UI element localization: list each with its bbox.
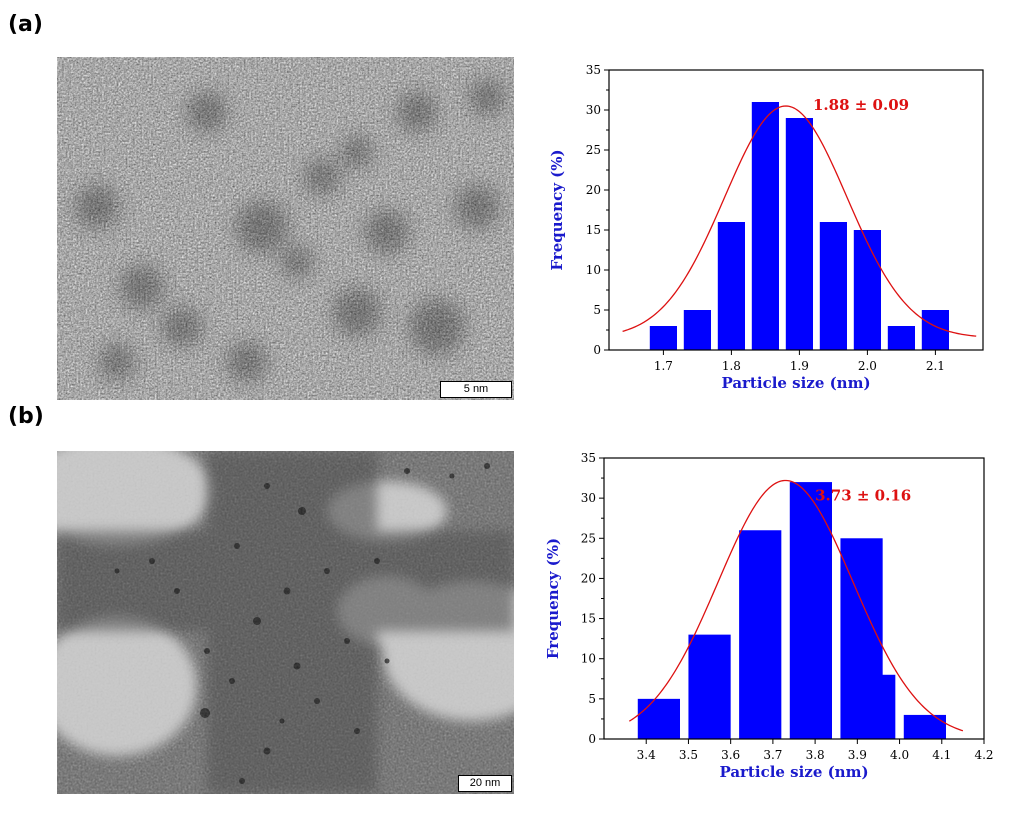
y-tick-label: 35 (586, 63, 601, 77)
x-tick-label: 3.9 (848, 748, 867, 762)
y-tick-label: 5 (588, 692, 596, 706)
tem-image-b: 20 nm (57, 451, 514, 794)
y-tick-label: 0 (593, 343, 601, 357)
histogram-chart-a: 0 5 10 15 20 25 30 35 1.7 1.8 1.9 2.0 2.1 Particle si… (540, 60, 1000, 405)
y-tick-label: 10 (581, 652, 596, 666)
y-tick-label: 30 (581, 491, 596, 505)
histogram-bar (785, 118, 813, 350)
x-tick-label: 3.7 (763, 748, 782, 762)
y-tick-label: 30 (586, 103, 601, 117)
x-tick-label: 1.8 (722, 359, 741, 373)
histogram-bar (751, 102, 779, 350)
gaussian-fit-line (628, 479, 964, 732)
histogram-svg-b: 0 5 10 15 20 25 30 35 3.4 3.5 3.6 3.7 3.8 3.9 4.0 4.1 4.… (544, 451, 994, 781)
y-tick-label: 15 (586, 223, 601, 237)
histogram-bar (903, 714, 946, 739)
histogram-bar (683, 310, 711, 350)
panel-label-a: (a) (8, 12, 43, 37)
y-tick-label: 25 (586, 143, 601, 157)
x-tick-label: 3.6 (721, 748, 740, 762)
histogram-bar (853, 674, 896, 739)
y-tick-label: 15 (581, 612, 596, 626)
x-tick-label: 4.2 (974, 748, 993, 762)
histogram-bar (789, 482, 832, 739)
x-tick-label: 2.1 (926, 359, 945, 373)
x-tick-label: 3.4 (637, 748, 656, 762)
y-tick-label: 20 (581, 571, 596, 585)
tem-image-a: 5 nm (57, 57, 514, 400)
histogram-bar (649, 326, 677, 350)
tem-micrograph-b (57, 451, 514, 794)
y-tick-label: 25 (581, 531, 596, 545)
scale-bar-b: 20 nm (458, 775, 512, 792)
y-axis-label: Frequency (%) (548, 149, 566, 270)
x-tick-label: 4.1 (932, 748, 951, 762)
y-tick-label: 5 (593, 303, 601, 317)
histogram-bar (819, 222, 847, 350)
y-tick-label: 0 (588, 732, 596, 746)
histogram-bar (688, 634, 731, 739)
histogram-chart-b: 0 5 10 15 20 25 30 35 3.4 3.5 3.6 3.7 3.8 3.9 4.0 4.1 4.… (540, 450, 1000, 795)
y-tick-label: 10 (586, 263, 601, 277)
y-tick-label: 35 (581, 451, 596, 465)
x-axis-label: Particle size (nm) (721, 374, 870, 392)
histogram-bar (717, 222, 745, 350)
x-tick-label: 1.9 (790, 359, 809, 373)
gaussian-fit-line (622, 105, 977, 337)
y-tick-label: 20 (586, 183, 601, 197)
tem-micrograph-a (57, 57, 514, 400)
scale-bar-a: 5 nm (440, 381, 512, 398)
mean-size-annotation: 3.73 ± 0.16 (815, 487, 911, 505)
x-tick-label: 3.8 (806, 748, 825, 762)
y-axis-label: Frequency (%) (544, 538, 562, 659)
x-tick-label: 4.0 (890, 748, 909, 762)
x-tick-label: 1.7 (654, 359, 673, 373)
x-axis-label: Particle size (nm) (719, 763, 868, 781)
histogram-svg-a: 0 5 10 15 20 25 30 35 1.7 1.8 1.9 2.0 2.1 Particle si… (548, 63, 984, 392)
histogram-bar (853, 230, 881, 350)
x-tick-label: 3.5 (679, 748, 698, 762)
x-tick-label: 2.0 (858, 359, 877, 373)
histogram-bar (887, 326, 915, 350)
histogram-bar (739, 530, 782, 739)
mean-size-annotation: 1.88 ± 0.09 (813, 96, 909, 114)
panel-label-b: (b) (8, 404, 44, 429)
histogram-bar (637, 698, 680, 739)
